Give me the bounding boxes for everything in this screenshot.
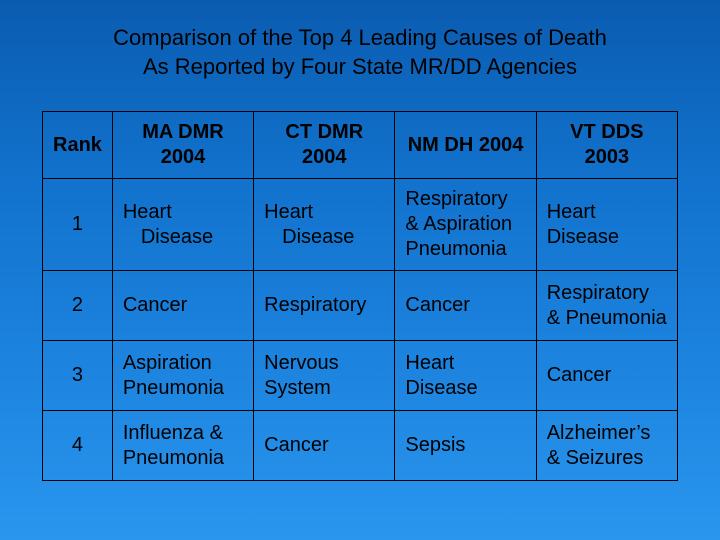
- cell-rank: 3: [43, 341, 113, 411]
- cell-ct: Respiratory: [254, 271, 395, 341]
- title-line-2: As Reported by Four State MR/DD Agencies: [143, 54, 577, 79]
- col-nm: NM DH 2004: [395, 112, 536, 179]
- table-row: 4 Influenza & Pneumonia Cancer Sepsis Al…: [43, 411, 678, 481]
- table-row: 2 Cancer Respiratory Cancer Respiratory …: [43, 271, 678, 341]
- cell-text-line1: Heart: [264, 201, 313, 223]
- cell-nm: Cancer: [395, 271, 536, 341]
- cell-ct: Nervous System: [254, 341, 395, 411]
- cell-ct: Cancer: [254, 411, 395, 481]
- cell-vt: Heart Disease: [536, 179, 677, 271]
- col-ma: MA DMR 2004: [112, 112, 253, 179]
- title-line-1: Comparison of the Top 4 Leading Causes o…: [113, 25, 607, 50]
- cell-ma: Aspiration Pneumonia: [112, 341, 253, 411]
- cell-rank: 2: [43, 271, 113, 341]
- slide: Comparison of the Top 4 Leading Causes o…: [0, 0, 720, 540]
- slide-title: Comparison of the Top 4 Leading Causes o…: [42, 24, 678, 81]
- col-vt: VT DDS 2003: [536, 112, 677, 179]
- cell-vt: Alzheimer’s & Seizures: [536, 411, 677, 481]
- cell-rank: 4: [43, 411, 113, 481]
- cell-nm: Sepsis: [395, 411, 536, 481]
- cell-nm: Heart Disease: [395, 341, 536, 411]
- cell-nm: Respiratory & Aspiration Pneumonia: [395, 179, 536, 271]
- cell-text-line2: Disease: [264, 225, 384, 250]
- cell-vt: Respiratory & Pneumonia: [536, 271, 677, 341]
- cell-rank: 1: [43, 179, 113, 271]
- cell-ma: Cancer: [112, 271, 253, 341]
- table-row: 1 Heart Disease Heart Disease Respirator…: [43, 179, 678, 271]
- cell-text-line1: Heart: [123, 201, 172, 223]
- col-ct: CT DMR 2004: [254, 112, 395, 179]
- cell-vt: Cancer: [536, 341, 677, 411]
- table-header-row: Rank MA DMR 2004 CT DMR 2004 NM DH 2004 …: [43, 112, 678, 179]
- comparison-table: Rank MA DMR 2004 CT DMR 2004 NM DH 2004 …: [42, 111, 678, 481]
- cell-text-line2: Disease: [123, 225, 243, 250]
- col-rank: Rank: [43, 112, 113, 179]
- table-row: 3 Aspiration Pneumonia Nervous System He…: [43, 341, 678, 411]
- cell-ma: Heart Disease: [112, 179, 253, 271]
- cell-ct: Heart Disease: [254, 179, 395, 271]
- cell-ma: Influenza & Pneumonia: [112, 411, 253, 481]
